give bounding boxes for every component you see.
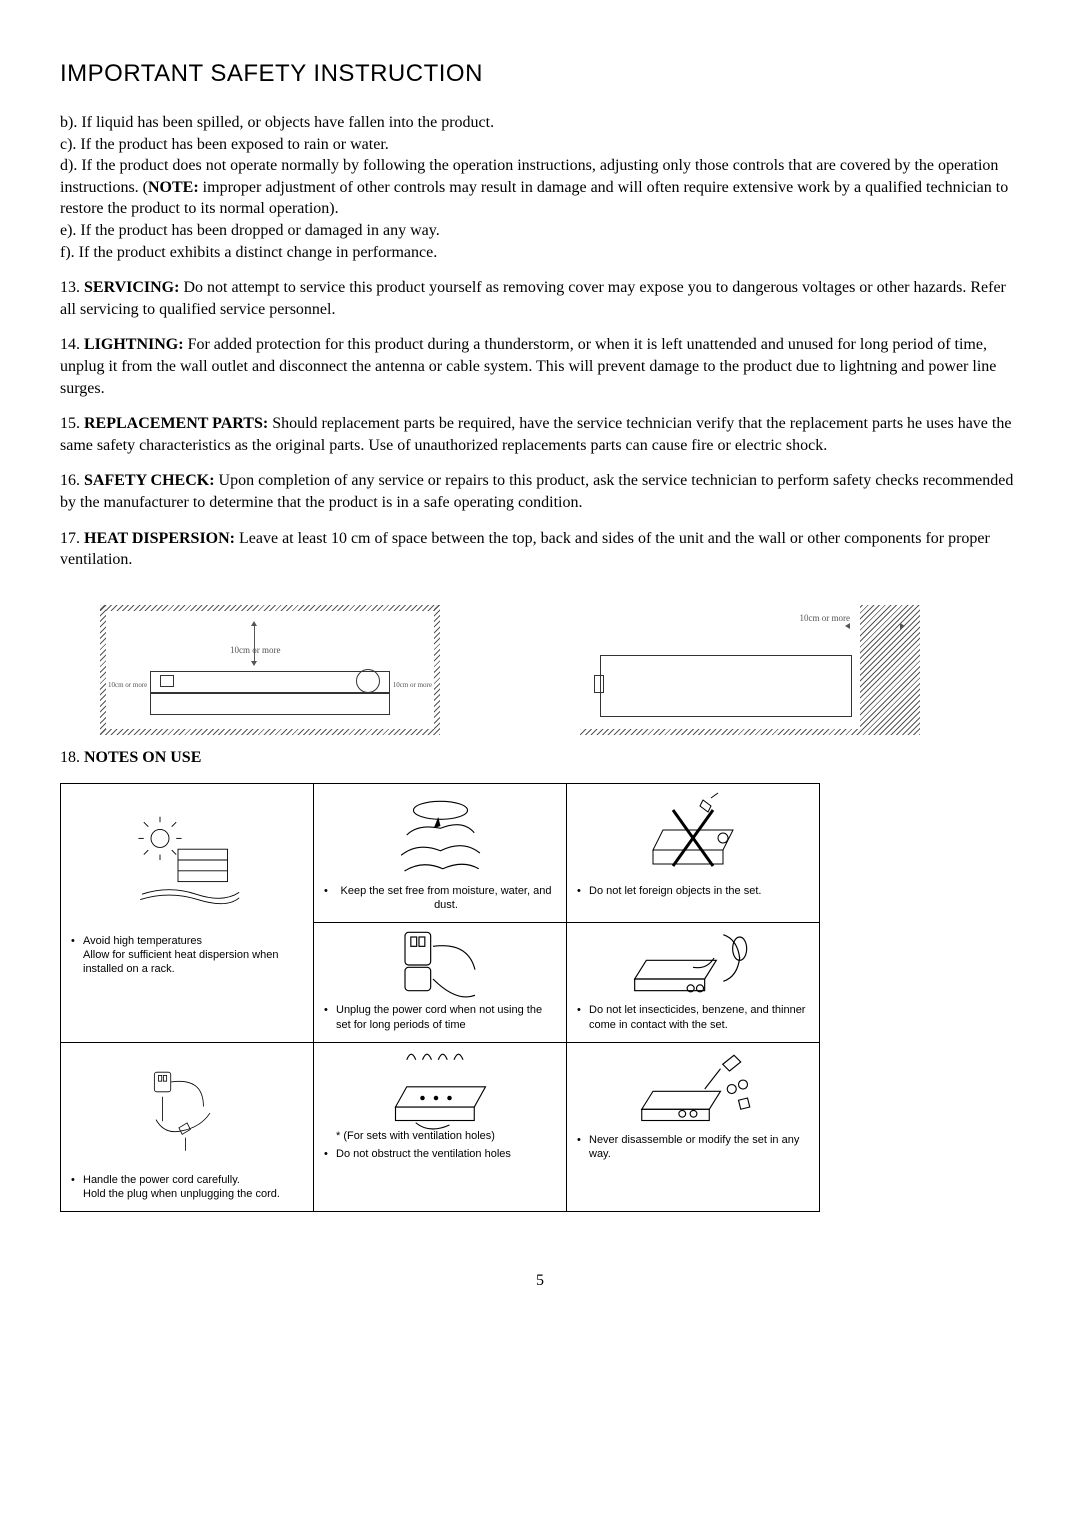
item-d: d). If the product does not operate norm… xyxy=(60,155,1020,220)
cell-b1: Keep the set free from moisture, water, … xyxy=(314,783,567,923)
note-label: NOTE: xyxy=(148,179,199,196)
cell-a2-l2: Hold the plug when unplugging the cord. xyxy=(83,1188,280,1200)
text-14: For added protection for this product du… xyxy=(60,336,996,396)
diagram-top-view: 10cm or more 10cm or more 10cm or more xyxy=(100,605,440,735)
item-e: e). If the product has been dropped or d… xyxy=(60,220,1020,242)
notes-num: 18. xyxy=(60,749,84,766)
diagram2-label: 10cm or more xyxy=(800,613,850,623)
cell-b2: Unplug the power cord when not using the… xyxy=(314,923,567,1043)
label-17: HEAT DISPERSION: xyxy=(84,530,235,547)
item-16: 16. SAFETY CHECK: Upon completion of any… xyxy=(60,470,1020,513)
label-16: SAFETY CHECK: xyxy=(84,472,215,489)
cell-b2-text: Unplug the power cord when not using the… xyxy=(324,1003,556,1032)
label-15: REPLACEMENT PARTS: xyxy=(84,415,268,432)
diagram-top-label: 10cm or more xyxy=(230,645,280,655)
item-c: c). If the product has been exposed to r… xyxy=(60,134,1020,156)
illus-moisture xyxy=(324,790,556,880)
cell-a1-l1: Avoid high temperatures xyxy=(83,935,202,947)
notes-table: Avoid high temperatures Allow for suffic… xyxy=(60,783,820,1213)
text-13: Do not attempt to service this product y… xyxy=(60,279,1006,318)
item-13: 13. SERVICING: Do not attempt to service… xyxy=(60,277,1020,320)
cell-a2: Handle the power cord carefully. Hold th… xyxy=(61,1042,314,1212)
cell-a1-text: Avoid high temperatures Allow for suffic… xyxy=(71,934,303,977)
illus-foreign-objects xyxy=(577,790,809,880)
item-14: 14. LIGHTNING: For added protection for … xyxy=(60,334,1020,399)
cell-c1: Do not let foreign objects in the set. xyxy=(567,783,820,923)
num-16: 16. xyxy=(60,472,84,489)
notes-heading: 18. NOTES ON USE xyxy=(60,749,1020,767)
num-13: 13. xyxy=(60,279,84,296)
illus-chemicals xyxy=(577,929,809,999)
item-d-rest: improper adjustment of other controls ma… xyxy=(60,179,1008,218)
cell-a2-l1: Handle the power cord carefully. xyxy=(83,1174,240,1186)
num-14: 14. xyxy=(60,336,84,353)
label-14: LIGHTNING: xyxy=(84,336,184,353)
cell-c2: Do not let insecticides, benzene, and th… xyxy=(567,923,820,1043)
page-number: 5 xyxy=(60,1272,1020,1290)
illus-cord xyxy=(71,1049,303,1169)
diagram-side-label-l: 10cm or more xyxy=(108,681,147,689)
item-f: f). If the product exhibits a distinct c… xyxy=(60,242,1020,264)
illus-ventilation xyxy=(324,1049,556,1129)
cell-b3-pre: * (For sets with ventilation holes) xyxy=(324,1129,556,1143)
cell-a1-l2: Allow for sufficient heat dispersion whe… xyxy=(83,949,278,975)
item-15: 15. REPLACEMENT PARTS: Should replacemen… xyxy=(60,413,1020,456)
ventilation-diagrams: 10cm or more 10cm or more 10cm or more 1… xyxy=(60,585,1020,745)
cell-c3-text: Never disassemble or modify the set in a… xyxy=(577,1133,809,1162)
cell-c2-text: Do not let insecticides, benzene, and th… xyxy=(577,1003,809,1032)
num-15: 15. xyxy=(60,415,84,432)
illus-sun-rack xyxy=(71,790,303,930)
cell-a1: Avoid high temperatures Allow for suffic… xyxy=(61,783,314,1042)
page-title: IMPORTANT SAFETY INSTRUCTION xyxy=(60,60,1020,88)
num-17: 17. xyxy=(60,530,84,547)
label-13: SERVICING: xyxy=(84,279,179,296)
diagram-side-label-r: 10cm or more xyxy=(393,681,432,689)
cell-a2-text: Handle the power cord carefully. Hold th… xyxy=(71,1173,303,1202)
notes-label: NOTES ON USE xyxy=(84,749,201,766)
cell-b3-text: Do not obstruct the ventilation holes xyxy=(324,1147,556,1161)
illus-disassemble xyxy=(577,1049,809,1129)
cell-b3: * (For sets with ventilation holes) Do n… xyxy=(314,1042,567,1212)
diagram-side-view: 10cm or more xyxy=(580,605,920,735)
cell-c1-text: Do not let foreign objects in the set. xyxy=(577,884,809,898)
illus-unplug xyxy=(324,929,556,999)
cell-b1-text: Keep the set free from moisture, water, … xyxy=(324,884,556,913)
cell-c3: Never disassemble or modify the set in a… xyxy=(567,1042,820,1212)
item-17: 17. HEAT DISPERSION: Leave at least 10 c… xyxy=(60,528,1020,571)
body-text: b). If liquid has been spilled, or objec… xyxy=(60,112,1020,571)
item-b: b). If liquid has been spilled, or objec… xyxy=(60,112,1020,134)
